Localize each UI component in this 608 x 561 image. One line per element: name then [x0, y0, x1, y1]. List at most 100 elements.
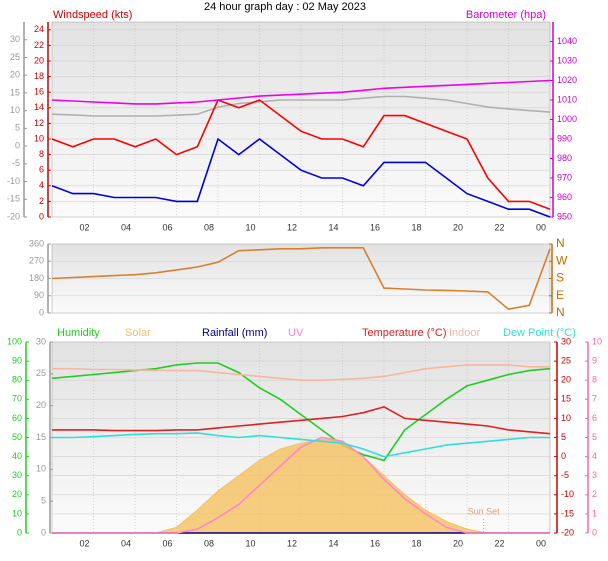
tick-label: 10	[34, 133, 44, 143]
tick-label: N	[556, 236, 565, 250]
tick-label: 6	[39, 165, 44, 175]
tick-label: 960	[557, 192, 572, 202]
tick-label: 90	[34, 290, 44, 300]
x-tick-label: 04	[121, 222, 131, 232]
tick-label: 5	[15, 123, 20, 133]
line	[51, 247, 551, 311]
x-tick-label: 18	[411, 538, 421, 548]
tick-label: 25	[10, 52, 20, 62]
tick-label: -20	[7, 211, 20, 221]
legend-entry: UV	[288, 327, 304, 339]
tick-label: 12	[34, 118, 44, 128]
tick-label: 6	[592, 413, 597, 423]
x-tick-label: 00	[536, 538, 546, 548]
tick-label: 10	[10, 105, 20, 115]
tick-label: 0	[39, 211, 44, 221]
line	[52, 432, 550, 458]
x-tick-label: 16	[370, 538, 380, 548]
legend-entry: Temperature (°C)	[362, 327, 446, 339]
legend-entry: Indoor	[449, 327, 481, 339]
line	[51, 95, 551, 117]
tick-label: 0	[561, 451, 566, 461]
tick-label: 20	[12, 489, 22, 499]
tick-label: -15	[7, 194, 20, 204]
tick-label: 40	[12, 451, 22, 461]
tick-label: 60	[12, 413, 22, 423]
tick-label: 30	[36, 336, 46, 346]
tick-label: 1040	[557, 36, 577, 46]
tick-label: 1000	[557, 114, 577, 124]
tick-label: 980	[557, 153, 572, 163]
tick-label: 24	[34, 24, 44, 34]
tick-label: 30	[10, 34, 20, 44]
tick-label: 90	[12, 355, 22, 365]
tick-label: 22	[34, 40, 44, 50]
line	[51, 98, 551, 210]
tick-label: N	[556, 305, 565, 319]
tick-label: -5	[12, 158, 20, 168]
tick-label: 4	[592, 451, 597, 461]
tick-label: 20	[36, 400, 46, 410]
tick-label: 8	[39, 149, 44, 159]
tick-label: 0	[41, 527, 46, 537]
tick-label: E	[556, 288, 564, 302]
x-tick-label: 22	[494, 538, 504, 548]
x-tick-label: 08	[204, 538, 214, 548]
tick-label: -10	[561, 489, 574, 499]
tick-label: 20	[34, 55, 44, 65]
x-tick-label: 12	[287, 222, 297, 232]
tick-label: 950	[557, 211, 572, 221]
line	[52, 364, 550, 381]
tick-label: 7	[592, 394, 597, 404]
x-tick-label: 18	[411, 222, 421, 232]
tick-label: W	[556, 253, 568, 267]
tick-label: 10	[12, 508, 22, 518]
x-tick-label: 06	[162, 222, 172, 232]
tick-label: 15	[561, 394, 571, 404]
axis-label: Windspeed (kts)	[53, 9, 132, 21]
x-tick-label: 00	[536, 222, 546, 232]
tick-label: 5	[592, 432, 597, 442]
tick-label: 1030	[557, 55, 577, 65]
tick-label: 0	[39, 307, 44, 317]
tick-label: 10	[561, 413, 571, 423]
tick-label: 0	[592, 527, 597, 537]
tick-label: 30	[12, 470, 22, 480]
tick-label: 18	[34, 71, 44, 81]
tick-label: 990	[557, 133, 572, 143]
line	[51, 79, 551, 105]
chart-title: 24 hour graph day : 02 May 2023	[204, 1, 366, 13]
line	[52, 436, 550, 534]
tick-label: 15	[10, 87, 20, 97]
x-tick-label: 10	[245, 222, 255, 232]
tick-label: 2	[592, 489, 597, 499]
tick-label: 5	[561, 432, 566, 442]
tick-label: 2	[39, 196, 44, 206]
tick-label: 360	[29, 238, 44, 248]
x-tick-label: 12	[287, 538, 297, 548]
tick-label: 20	[10, 70, 20, 80]
tick-label: 1020	[557, 75, 577, 85]
tick-label: 10	[592, 336, 602, 346]
x-tick-label: 02	[79, 222, 89, 232]
legend-entry: Rainfall (mm)	[202, 327, 267, 339]
legend-entry: Dew Point (°C)	[503, 327, 576, 339]
x-tick-label: 02	[79, 538, 89, 548]
legend-entry: Solar	[125, 327, 151, 339]
tick-label: -15	[561, 508, 574, 518]
x-tick-label: 14	[328, 222, 338, 232]
tick-label: 10	[36, 464, 46, 474]
x-tick-label: 14	[328, 538, 338, 548]
tick-label: 25	[561, 355, 571, 365]
tick-label: 50	[12, 432, 22, 442]
tick-label: 8	[592, 375, 597, 385]
x-tick-label: 20	[453, 538, 463, 548]
tick-label: 180	[29, 273, 44, 283]
tick-label: 80	[12, 375, 22, 385]
x-tick-label: 10	[245, 538, 255, 548]
tick-label: 16	[34, 87, 44, 97]
tick-label: 270	[29, 256, 44, 266]
tick-label: -5	[561, 470, 569, 480]
tick-label: 0	[17, 527, 22, 537]
